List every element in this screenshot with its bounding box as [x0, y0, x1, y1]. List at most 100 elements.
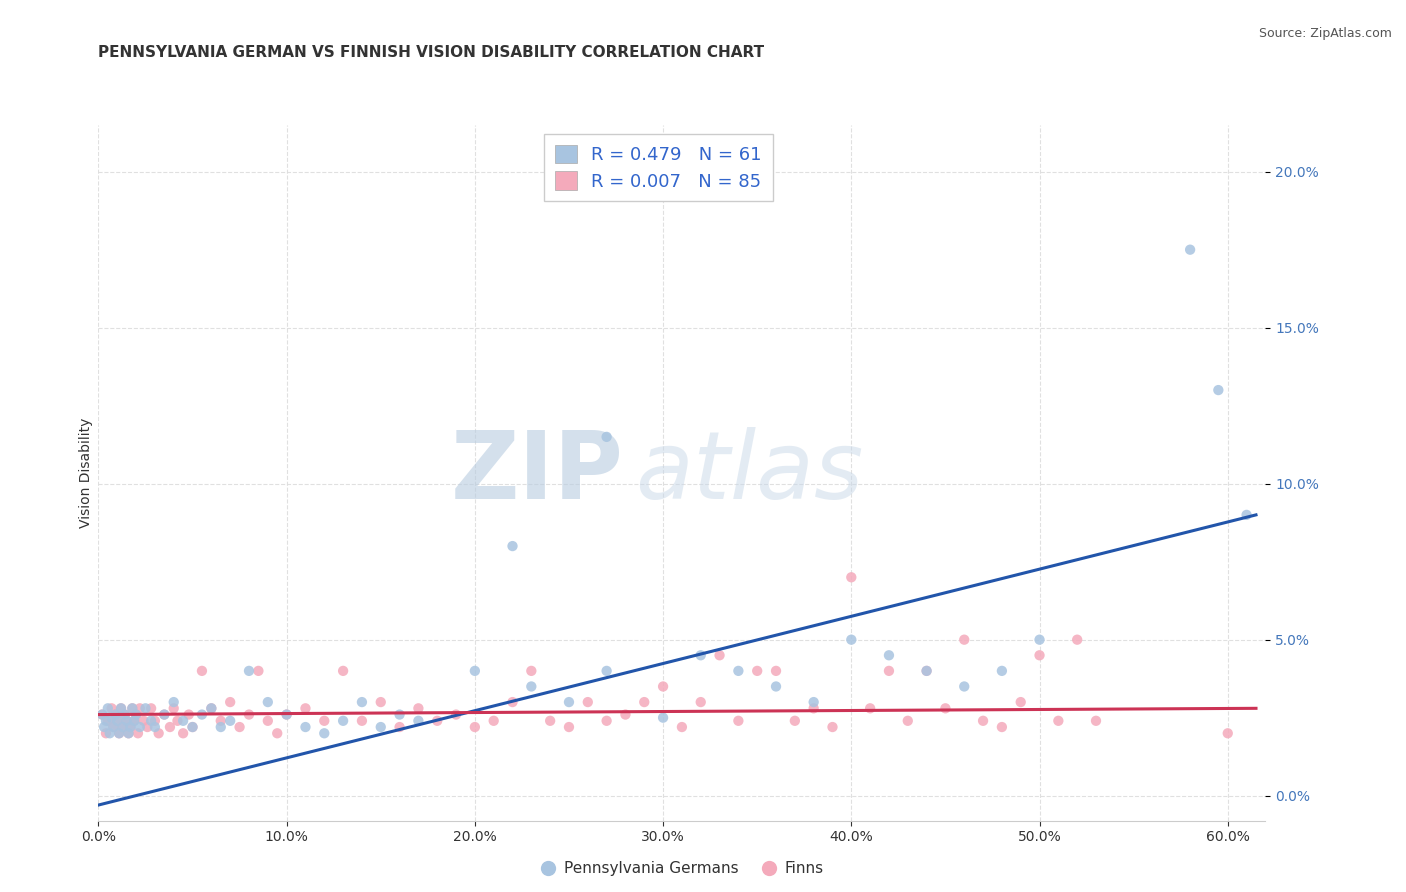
- Text: PENNSYLVANIA GERMAN VS FINNISH VISION DISABILITY CORRELATION CHART: PENNSYLVANIA GERMAN VS FINNISH VISION DI…: [98, 45, 765, 60]
- Point: [803, 695, 825, 709]
- Point: [934, 701, 956, 715]
- Point: [276, 707, 298, 722]
- Point: [1047, 714, 1070, 728]
- Point: [991, 664, 1014, 678]
- Point: [108, 726, 131, 740]
- Point: [803, 701, 825, 715]
- Point: [1028, 648, 1050, 663]
- Point: [209, 720, 232, 734]
- Point: [122, 714, 145, 728]
- Point: [444, 707, 467, 722]
- Point: [538, 714, 561, 728]
- Point: [1178, 243, 1201, 257]
- Point: [1236, 508, 1258, 522]
- Point: [821, 720, 844, 734]
- Point: [93, 720, 115, 734]
- Point: [972, 714, 994, 728]
- Point: [314, 714, 336, 728]
- Point: [247, 664, 270, 678]
- Point: [94, 714, 117, 728]
- Point: [172, 726, 194, 740]
- Point: [727, 664, 749, 678]
- Point: [276, 707, 298, 722]
- Point: [727, 714, 749, 728]
- Point: [159, 720, 181, 734]
- Point: [121, 701, 143, 715]
- Point: [103, 720, 125, 734]
- Point: [897, 714, 920, 728]
- Point: [100, 711, 122, 725]
- Point: [219, 714, 242, 728]
- Y-axis label: Vision Disability: Vision Disability: [79, 417, 93, 528]
- Point: [238, 707, 260, 722]
- Point: [332, 714, 354, 728]
- Point: [132, 714, 155, 728]
- Point: [294, 701, 316, 715]
- Point: [94, 726, 117, 740]
- Point: [153, 707, 176, 722]
- Point: [1208, 383, 1230, 397]
- Point: [115, 714, 138, 728]
- Point: [91, 707, 114, 722]
- Point: [103, 720, 125, 734]
- Point: [163, 695, 186, 709]
- Point: [143, 720, 166, 734]
- Point: [209, 714, 232, 728]
- Point: [747, 664, 769, 678]
- Legend: Pennsylvania Germans, Finns: Pennsylvania Germans, Finns: [534, 855, 830, 882]
- Point: [114, 707, 136, 722]
- Point: [163, 701, 186, 715]
- Point: [200, 701, 222, 715]
- Point: [105, 714, 128, 728]
- Point: [652, 680, 675, 694]
- Text: atlas: atlas: [636, 427, 863, 518]
- Point: [153, 707, 176, 722]
- Point: [120, 720, 142, 734]
- Point: [98, 726, 121, 740]
- Point: [614, 707, 637, 722]
- Point: [839, 632, 862, 647]
- Point: [97, 714, 120, 728]
- Point: [114, 707, 136, 722]
- Point: [110, 701, 132, 715]
- Point: [350, 714, 373, 728]
- Point: [576, 695, 599, 709]
- Point: [1085, 714, 1108, 728]
- Point: [859, 701, 882, 715]
- Point: [558, 720, 581, 734]
- Point: [652, 711, 675, 725]
- Point: [633, 695, 655, 709]
- Point: [117, 726, 139, 740]
- Point: [332, 664, 354, 678]
- Point: [128, 720, 150, 734]
- Point: [115, 714, 138, 728]
- Point: [408, 701, 430, 715]
- Point: [100, 701, 122, 715]
- Point: [991, 720, 1014, 734]
- Point: [314, 726, 336, 740]
- Point: [520, 680, 543, 694]
- Point: [104, 707, 127, 722]
- Point: [689, 695, 711, 709]
- Point: [266, 726, 288, 740]
- Point: [558, 695, 581, 709]
- Point: [839, 570, 862, 584]
- Point: [127, 726, 149, 740]
- Point: [125, 707, 148, 722]
- Point: [122, 714, 145, 728]
- Point: [134, 701, 156, 715]
- Point: [520, 664, 543, 678]
- Point: [128, 701, 150, 715]
- Point: [139, 701, 162, 715]
- Point: [877, 664, 900, 678]
- Point: [125, 707, 148, 722]
- Point: [256, 714, 278, 728]
- Point: [915, 664, 938, 678]
- Point: [1216, 726, 1239, 740]
- Point: [177, 707, 200, 722]
- Point: [139, 714, 162, 728]
- Point: [136, 720, 159, 734]
- Point: [256, 695, 278, 709]
- Point: [502, 695, 524, 709]
- Point: [97, 701, 120, 715]
